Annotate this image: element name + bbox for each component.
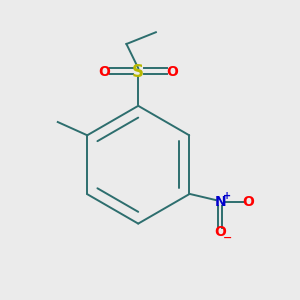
Text: O: O [242, 194, 254, 208]
Text: −: − [223, 233, 232, 243]
Text: O: O [98, 65, 110, 79]
Text: O: O [166, 65, 178, 79]
Text: O: O [214, 225, 226, 239]
Text: N: N [214, 194, 226, 208]
Text: S: S [132, 63, 144, 81]
Text: +: + [223, 190, 231, 201]
